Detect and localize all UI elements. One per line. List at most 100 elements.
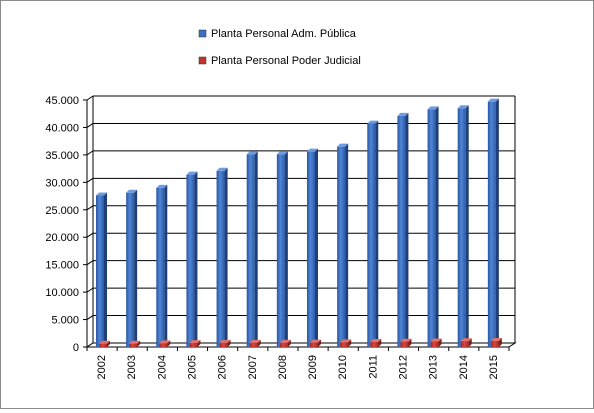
bar-front <box>156 187 165 347</box>
bar-top <box>126 189 138 193</box>
bar-adm-publica <box>186 171 198 347</box>
bar-front <box>276 154 285 347</box>
bar-side <box>435 106 439 347</box>
bar-top <box>370 339 382 343</box>
x-tick-label: 2015 <box>488 355 500 379</box>
grid-side-segment <box>86 123 94 128</box>
bar-top <box>96 192 107 196</box>
bar-front <box>460 341 469 347</box>
bar-side <box>318 339 321 347</box>
bar-poder-judicial <box>400 338 412 347</box>
bar-adm-publica <box>487 98 499 347</box>
bar-front <box>370 342 379 347</box>
y-tick-label: 10.000 <box>45 287 79 299</box>
x-tick-label: 2007 <box>247 355 259 379</box>
bar-side <box>345 143 349 347</box>
bar-side <box>284 151 288 347</box>
bar-top <box>129 340 141 344</box>
bar-side <box>495 98 499 347</box>
grid-side-segment <box>86 95 94 101</box>
bar-front <box>129 343 138 347</box>
grid-side-segment <box>86 177 94 183</box>
bar-front <box>246 154 255 347</box>
back-wall <box>93 96 515 343</box>
x-tick-label: 2005 <box>187 355 199 379</box>
bar-side <box>137 340 141 347</box>
bar-front <box>367 123 376 347</box>
bar-side <box>438 338 442 347</box>
bar-side <box>315 148 318 347</box>
bar-adm-publica <box>156 184 168 347</box>
y-tick-label: 40.000 <box>45 122 79 134</box>
bar-adm-publica <box>276 151 288 347</box>
bar-poder-judicial <box>460 338 472 347</box>
bar-poder-judicial <box>340 339 352 347</box>
bar-front <box>99 343 107 347</box>
bar-front <box>159 343 168 347</box>
legend: Planta Personal Adm. Pública Planta Perso… <box>198 28 361 67</box>
bar-side <box>348 339 352 347</box>
legend-label: Planta Personal Adm. Pública <box>211 28 357 40</box>
bar-side <box>227 339 231 347</box>
bar-front <box>219 342 228 347</box>
bar-poder-judicial <box>430 338 442 347</box>
bar-top <box>397 112 409 116</box>
bar-front <box>400 341 409 347</box>
x-tick-label: 2008 <box>277 355 289 379</box>
legend-label: Planta Personal Poder Judicial <box>211 55 361 67</box>
bar-top <box>189 340 201 344</box>
bar-top <box>430 338 442 342</box>
bar-adm-publica <box>397 112 409 347</box>
bar-poder-judicial <box>279 339 291 347</box>
x-tick-label: 2014 <box>458 355 470 379</box>
y-tick-label: 20.000 <box>45 232 79 244</box>
bar-adm-publica <box>96 192 107 347</box>
bar-top <box>457 105 469 109</box>
grid-side-segment <box>86 260 94 266</box>
bar-front <box>427 109 436 347</box>
x-tick-label: 2002 <box>96 355 108 379</box>
bar-top <box>99 340 110 344</box>
bar-front <box>430 341 439 347</box>
bar-front <box>307 151 315 347</box>
bar-side <box>197 340 201 347</box>
bar-side <box>375 120 379 347</box>
bar-top <box>159 340 171 344</box>
bar-front <box>490 340 499 347</box>
bar-adm-publica <box>126 189 138 347</box>
bar-front <box>186 174 195 347</box>
bar-adm-publica <box>337 143 349 347</box>
x-tick-label: 2009 <box>307 355 319 379</box>
grid-side-segment <box>86 150 94 156</box>
bar-top <box>246 151 258 155</box>
grid-side-segment <box>86 315 94 320</box>
bar-top <box>276 151 288 155</box>
legend-swatch <box>198 29 207 38</box>
bar-adm-publica <box>457 105 469 347</box>
bar-front <box>397 115 406 347</box>
bar-side <box>134 189 138 347</box>
bar-side <box>164 184 168 347</box>
bar-top <box>460 338 472 342</box>
bar-side <box>378 339 382 347</box>
bar-poder-judicial <box>159 340 171 347</box>
bar-poder-judicial <box>249 339 261 347</box>
bar-side <box>257 339 261 347</box>
y-tick-label: 30.000 <box>45 177 79 189</box>
bar-top <box>307 148 318 152</box>
bar-poder-judicial <box>99 340 110 347</box>
y-tick-label: 35.000 <box>45 150 79 162</box>
bar-top <box>337 143 349 147</box>
y-tick-label: 5.000 <box>51 315 79 327</box>
bar-side <box>287 339 291 347</box>
bar-top <box>216 167 228 171</box>
bar-adm-publica <box>367 120 379 347</box>
bar-side <box>405 112 409 347</box>
bar-top <box>427 106 439 110</box>
y-tick-label: 45.000 <box>45 95 79 107</box>
bar-side <box>465 105 469 347</box>
bar-front <box>340 342 349 347</box>
bar-top <box>219 339 231 343</box>
bar-side <box>408 338 412 347</box>
